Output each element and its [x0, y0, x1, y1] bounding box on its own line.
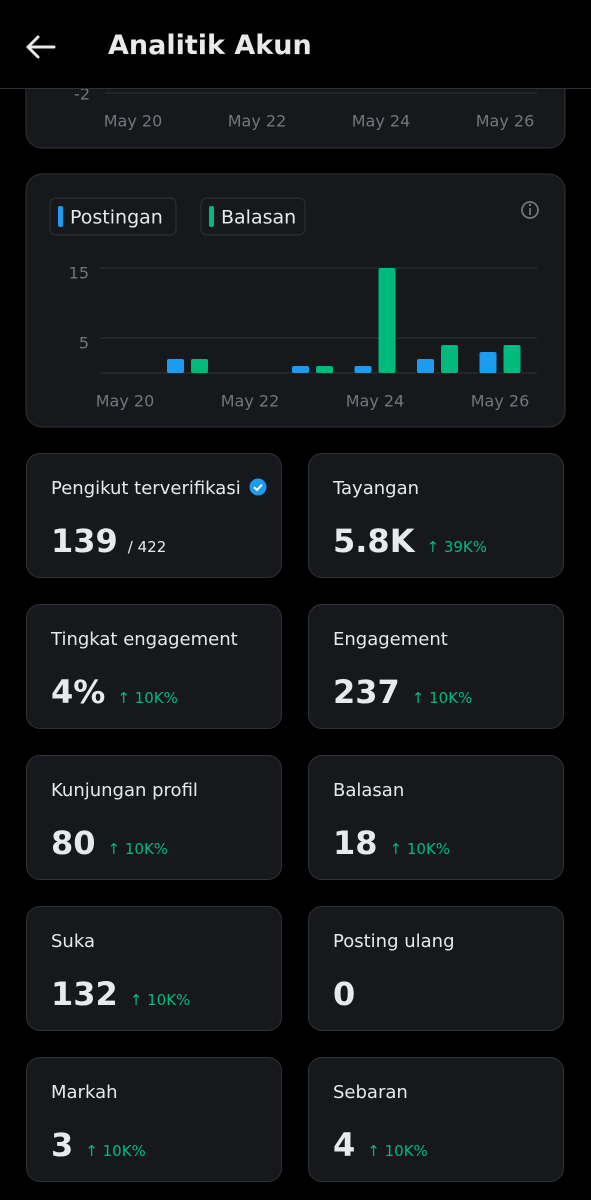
x-tick-label: May 24	[346, 392, 405, 411]
stat-value: 80 ↑ 10K%	[51, 824, 168, 862]
stat-card: Kunjungan profil 80 ↑ 10K%	[26, 755, 282, 880]
stat-total: / 422	[127, 538, 167, 556]
stat-number: 132	[51, 975, 118, 1013]
legend-swatch	[58, 206, 63, 227]
stat-number: 4%	[51, 673, 106, 711]
bar	[354, 366, 372, 373]
bar	[167, 359, 184, 373]
stat-number: 80	[51, 824, 96, 862]
stat-card: Sebaran 4 ↑ 10K%	[308, 1057, 564, 1182]
stat-number: 4	[333, 1126, 356, 1164]
stat-label: Engagement	[333, 629, 448, 650]
info-icon	[528, 203, 532, 207]
legend-swatch	[209, 206, 214, 227]
bar	[479, 352, 497, 373]
stat-change: ↑ 10K%	[117, 689, 178, 707]
stat-value: 237 ↑ 10K%	[333, 673, 472, 711]
stat-card: Engagement 237 ↑ 10K%	[308, 604, 564, 729]
stat-change: ↑ 10K%	[107, 840, 169, 858]
stat-label: Suka	[51, 931, 95, 952]
stat-change: ↑ 39K%	[426, 538, 487, 556]
y-tick-label: 5	[79, 334, 89, 353]
stat-card: Tayangan 5.8K ↑ 39K%	[308, 453, 564, 578]
stat-value: 132 ↑ 10K%	[51, 975, 190, 1013]
x-tick-label: May 22	[221, 392, 280, 411]
x-tick-label: May 26	[476, 112, 535, 131]
back-button[interactable]	[22, 27, 62, 67]
bar	[503, 345, 521, 373]
bar	[417, 359, 434, 373]
stat-card: Pengikut terverifikasi 139 / 422	[26, 453, 282, 578]
legend-label: Postingan	[70, 207, 163, 229]
stat-value: 5.8K ↑ 39K%	[333, 522, 487, 560]
stat-card: Posting ulang 0	[308, 906, 564, 1031]
info-icon[interactable]	[521, 201, 539, 219]
legend-item	[200, 197, 306, 236]
stat-card: Balasan 18 ↑ 10K%	[308, 755, 564, 880]
bar	[316, 366, 333, 373]
stat-card: Suka 132 ↑ 10K%	[26, 906, 282, 1031]
stat-change: ↑ 10K%	[411, 689, 473, 707]
stat-label: Markah	[51, 1082, 118, 1103]
stat-label: Sebaran	[333, 1082, 408, 1103]
bar	[292, 366, 309, 373]
stat-label: Tingkat engagement	[51, 629, 238, 650]
x-tick-label: May 26	[471, 392, 530, 411]
page-title: Analitik Akun	[108, 30, 312, 61]
stat-change: ↑ 10K%	[85, 1142, 146, 1160]
stat-change: ↑ 10K%	[129, 991, 191, 1009]
header: Analitik Akun	[0, 0, 591, 89]
bar	[191, 359, 208, 373]
stat-number: 237	[333, 673, 400, 711]
stat-number: 139	[51, 522, 118, 560]
stat-label: Posting ulang	[333, 931, 455, 952]
stat-number: 5.8K	[333, 522, 415, 560]
y-tick-label: 15	[69, 264, 89, 283]
bar	[378, 268, 396, 373]
stat-label: Tayangan	[333, 478, 420, 499]
verified-badge	[249, 478, 267, 496]
stat-card: Markah 3 ↑ 10K%	[26, 1057, 282, 1182]
stat-number: 3	[51, 1126, 74, 1164]
stat-value: 4% ↑ 10K%	[51, 673, 178, 711]
stat-label: Kunjungan profil	[51, 780, 198, 801]
stat-value: 3 ↑ 10K%	[51, 1126, 146, 1164]
legend-item	[49, 197, 177, 236]
y-tick-label: -2	[74, 85, 90, 104]
x-tick-label: May 22	[228, 112, 287, 131]
stat-value: 0	[333, 975, 355, 1013]
x-tick-label: May 24	[352, 112, 411, 131]
legend-label: Balasan	[221, 207, 296, 229]
bar	[441, 345, 458, 373]
stat-change: ↑ 10K%	[367, 1142, 428, 1160]
x-tick-label: May 20	[104, 112, 163, 131]
stat-value: 139 / 422	[51, 522, 166, 560]
stat-card: Tingkat engagement 4% ↑ 10K%	[26, 604, 282, 729]
stat-label: Pengikut terverifikasi	[51, 478, 267, 499]
stat-label: Balasan	[333, 780, 405, 801]
stat-change: ↑ 10K%	[389, 840, 451, 858]
stat-number: 0	[333, 975, 356, 1013]
stat-number: 18	[333, 824, 378, 862]
x-tick-label: May 20	[96, 392, 155, 411]
stat-value: 4 ↑ 10K%	[333, 1126, 428, 1164]
stat-value: 18 ↑ 10K%	[333, 824, 450, 862]
